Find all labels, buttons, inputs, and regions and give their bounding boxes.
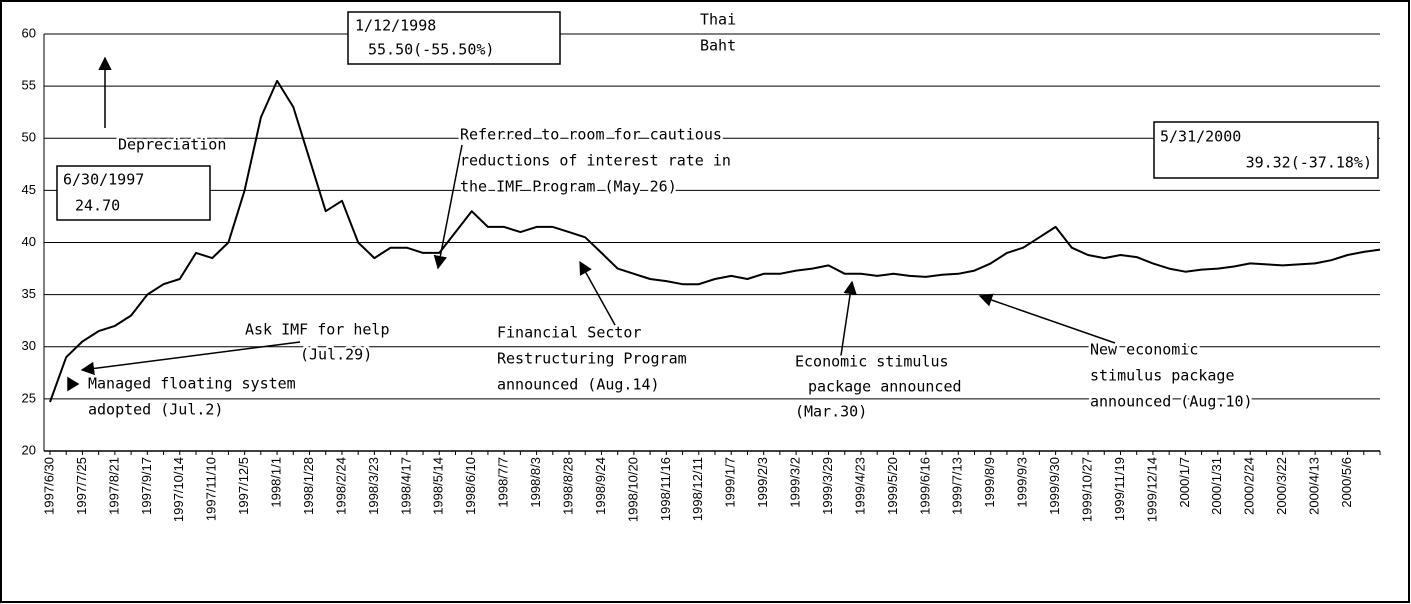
annotation: Baht [700, 37, 736, 55]
arrow [579, 260, 616, 326]
arrow [80, 341, 301, 376]
annotation: 39.32(-37.18%) [1246, 154, 1372, 172]
y-tick-label: 45 [22, 182, 36, 197]
x-tick-label: 1999/11/19 [1112, 457, 1127, 521]
x-tick-label: 1999/2/3 [755, 457, 770, 508]
x-tick-label: 1999/9/3 [1015, 457, 1030, 508]
annotation: 1/12/1998 [355, 17, 436, 35]
annotation: Ask IMF for help [245, 321, 390, 339]
arrow [67, 376, 80, 392]
arrow [839, 280, 857, 363]
annotation: announced (Aug.14) [497, 376, 660, 394]
y-tick-label: 30 [22, 338, 36, 353]
x-tick-label: 1997/10/14 [171, 457, 186, 522]
x-tick-label: 1998/5/14 [431, 457, 446, 515]
x-tick-label: 1998/4/17 [398, 457, 413, 515]
x-tick-label: 1999/3/29 [820, 457, 835, 515]
x-tick-label: 1998/12/11 [690, 457, 705, 521]
x-tick-label: 1997/12/5 [236, 457, 251, 515]
x-tick-label: 1998/1/28 [301, 457, 316, 515]
annotation: Thai [700, 11, 736, 29]
x-tick-label: 1999/6/16 [917, 457, 932, 515]
x-tick-label: 1997/11/10 [204, 457, 219, 521]
x-tick-label: 1999/1/7 [723, 457, 738, 508]
arrow [433, 144, 463, 270]
x-tick-label: 1998/8/28 [560, 457, 575, 515]
arrow [978, 293, 1116, 344]
annotation-box [1153, 121, 1379, 179]
x-tick-label: 1997/7/25 [74, 457, 89, 515]
annotation: 5/31/2000 [1160, 128, 1241, 146]
x-tick-label: 2000/1/7 [1177, 457, 1192, 508]
annotation: Financial Sector [497, 324, 642, 342]
annotation: Economic stimulus [795, 353, 949, 371]
series-line [49, 79, 1381, 403]
x-tick-label: 2000/4/13 [1307, 457, 1322, 515]
x-tick-label: 1998/11/16 [658, 457, 673, 521]
annotation-box [347, 11, 561, 65]
y-tick-label: 25 [22, 390, 36, 405]
y-tick-label: 60 [22, 25, 36, 40]
annotation: adopted (Jul.2) [88, 401, 223, 419]
y-tick-label: 55 [22, 78, 36, 93]
annotation: package announced [808, 378, 962, 396]
x-tick-label: 1998/6/10 [463, 457, 478, 515]
x-tick-label: 1997/6/30 [41, 457, 56, 515]
annotation: Referred to room for cautious [460, 126, 722, 144]
x-tick-label: 2000/1/31 [1209, 457, 1224, 515]
x-tick-label: 1999/7/13 [950, 457, 965, 515]
annotation: 24.70 [75, 197, 120, 215]
x-tick-label: 1998/8/3 [528, 457, 543, 508]
annotation: reductions of interest rate in [460, 152, 731, 170]
x-tick-label: 1999/3/2 [788, 457, 803, 508]
annotation: 55.50(-55.50%) [368, 41, 494, 59]
annotation: Managed floating system [88, 375, 296, 393]
x-tick-label: 1998/9/24 [593, 457, 608, 515]
annotation: 6/30/1997 [63, 171, 144, 189]
y-tick-label: 50 [22, 130, 36, 145]
x-tick-label: 1998/7/7 [496, 457, 511, 508]
y-tick-label: 20 [22, 442, 36, 457]
x-tick-label: 1999/8/9 [982, 457, 997, 508]
y-tick-label: 35 [22, 286, 36, 301]
annotation: stimulus package [1090, 367, 1235, 385]
annotation: Depreciation [118, 136, 226, 154]
annotation: (Mar.30) [795, 403, 867, 421]
x-tick-label: 1998/2/24 [333, 457, 348, 515]
annotation: Restructuring Program [497, 350, 687, 368]
annotation: (Jul.29) [300, 346, 372, 364]
annotation: the IMF Program (May 26) [460, 178, 677, 196]
x-tick-label: 2000/5/6 [1339, 457, 1354, 508]
y-tick-label: 40 [22, 234, 36, 249]
x-tick-label: 1997/9/17 [139, 457, 154, 515]
x-tick-label: 1998/3/23 [366, 457, 381, 515]
x-tick-label: 1999/4/23 [852, 457, 867, 515]
x-tick-label: 2000/2/24 [1242, 457, 1257, 515]
x-tick-label: 1998/10/20 [625, 457, 640, 522]
annotation-box [56, 165, 211, 221]
annotation: announced (Aug.10) [1090, 393, 1253, 411]
x-tick-label: 1999/10/27 [1079, 457, 1094, 522]
x-tick-label: 2000/3/22 [1274, 457, 1289, 515]
x-tick-label: 1999/9/30 [1047, 457, 1062, 515]
x-tick-label: 1999/5/20 [885, 457, 900, 515]
annotation: New economic [1090, 341, 1198, 359]
x-tick-label: 1997/8/21 [106, 457, 121, 515]
x-tick-label: 1998/1/1 [269, 457, 284, 508]
x-tick-label: 1999/12/14 [1144, 457, 1159, 522]
